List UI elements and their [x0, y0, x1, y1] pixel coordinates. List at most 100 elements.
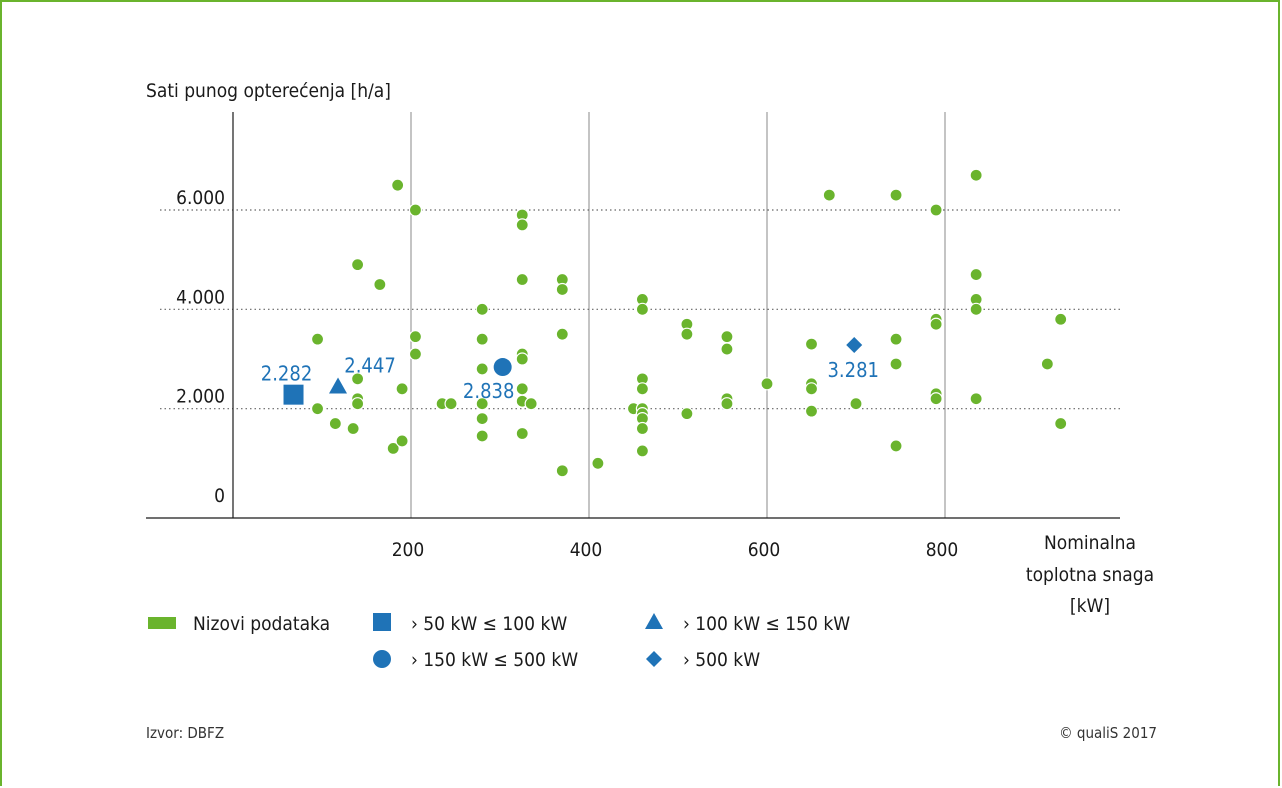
data-point: [635, 444, 650, 458]
legend-circle-icon: [373, 650, 391, 668]
data-point: [680, 407, 694, 421]
data-point: [408, 347, 423, 361]
data-point: [822, 188, 836, 202]
y-tick-label: 4.000: [176, 286, 225, 308]
data-point: [391, 178, 405, 192]
highlight-points: 2.282 2.447 2.838 3.281: [261, 337, 879, 405]
data-point: [395, 434, 409, 448]
data-point: [804, 337, 819, 351]
data-point: [475, 412, 489, 426]
grid: [160, 112, 1120, 518]
data-label: 2.838: [463, 379, 515, 403]
data-point: [310, 402, 325, 416]
data-point: [555, 327, 569, 341]
data-label: 3.281: [827, 358, 879, 382]
copyright-label: © qualiS 2017: [1059, 724, 1157, 742]
data-point: [395, 382, 409, 396]
axes: [146, 112, 1120, 519]
data-label: 2.282: [261, 362, 313, 386]
data-point: [720, 330, 734, 344]
data-point: [929, 317, 943, 331]
data-point: [804, 404, 819, 418]
legend-label: › 50 kW ≤ 100 kW: [411, 613, 567, 635]
legend-swatch-series: [148, 617, 176, 629]
data-point: [969, 267, 983, 282]
legend-label: › 100 kW ≤ 150 kW: [683, 613, 850, 635]
data-point: [555, 282, 569, 297]
data-point: [515, 352, 529, 366]
x-tick-label: 600: [748, 539, 781, 561]
x-axis-title-line: toplotna snaga: [1026, 564, 1154, 586]
data-point: [310, 332, 325, 346]
data-point: [680, 327, 694, 341]
data-point: [346, 421, 360, 436]
data-point: [760, 377, 774, 391]
data-point: [969, 168, 983, 182]
highlight-point-square: [283, 384, 304, 405]
data-point: [889, 332, 903, 346]
data-point: [804, 382, 819, 396]
data-point: [351, 258, 365, 272]
data-point: [444, 397, 458, 411]
y-tick-label: 0: [214, 485, 225, 507]
data-point: [475, 302, 489, 316]
legend-label: › 500 kW: [683, 649, 760, 671]
highlight-point-triangle: [329, 377, 348, 394]
data-point: [475, 332, 489, 346]
data-point: [929, 392, 943, 406]
data-point: [635, 421, 650, 436]
data-point: [475, 397, 489, 411]
y-tick-label: 6.000: [176, 187, 225, 209]
legend-triangle-icon: [645, 613, 663, 629]
x-tick-label: 800: [926, 539, 959, 561]
data-point: [720, 342, 734, 356]
data-point: [635, 302, 650, 316]
legend-label: › 150 kW ≤ 500 kW: [411, 649, 578, 671]
y-axis-title: Sati punog opterećenja [h/a]: [146, 80, 391, 102]
y-tick-labels: 0 2.000 4.000 6.000: [176, 187, 225, 507]
legend: Nizovi podataka › 50 kW ≤ 100 kW › 100 k…: [148, 613, 850, 671]
data-point: [475, 362, 489, 376]
data-point: [515, 218, 529, 232]
data-point: [849, 397, 863, 411]
x-tick-label: 200: [392, 539, 425, 561]
y-tick-label: 2.000: [176, 386, 225, 408]
data-point: [408, 203, 423, 217]
x-axis-title-line: [kW]: [1070, 595, 1110, 617]
data-point: [969, 302, 983, 316]
data-point: [1054, 416, 1068, 431]
x-tick-label: 400: [570, 539, 603, 561]
data-point: [635, 382, 650, 396]
legend-square-icon: [373, 613, 391, 631]
data-point: [889, 357, 903, 371]
data-point: [1054, 312, 1068, 326]
data-point: [524, 397, 538, 411]
highlight-point-diamond: [846, 337, 863, 354]
data-point: [351, 397, 365, 411]
highlight-point-circle: [493, 358, 512, 377]
legend-label: Nizovi podataka: [193, 613, 330, 635]
data-point: [720, 397, 734, 411]
data-point: [408, 330, 423, 344]
x-axis-title-line: Nominalna: [1044, 532, 1136, 554]
legend-diamond-icon: [646, 651, 662, 667]
data-point: [1040, 357, 1054, 371]
data-point: [929, 203, 943, 217]
data-point: [591, 456, 605, 470]
source-label: Izvor: DBFZ: [146, 724, 224, 742]
data-points: [310, 168, 1068, 478]
data-point: [386, 441, 400, 455]
x-axis-title: Nominalna toplotna snaga [kW]: [1026, 532, 1154, 617]
data-point: [351, 372, 365, 386]
data-point: [515, 426, 529, 441]
data-point: [373, 277, 387, 292]
data-point: [475, 429, 489, 443]
x-tick-labels: 200 400 600 800: [392, 539, 959, 561]
data-point: [328, 416, 342, 431]
data-point: [555, 464, 569, 478]
data-point: [969, 392, 983, 406]
data-point: [889, 188, 903, 202]
data-label: 2.447: [344, 353, 396, 377]
